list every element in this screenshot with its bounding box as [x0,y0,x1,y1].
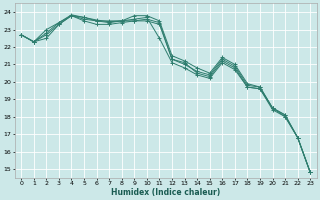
X-axis label: Humidex (Indice chaleur): Humidex (Indice chaleur) [111,188,220,197]
